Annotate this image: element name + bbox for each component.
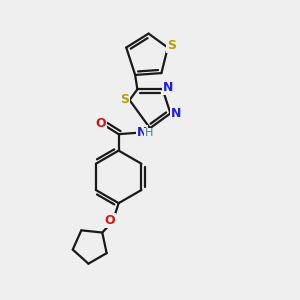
Text: S: S <box>167 39 176 52</box>
Text: O: O <box>104 214 115 227</box>
Text: N: N <box>171 107 182 120</box>
Text: N: N <box>136 126 147 139</box>
Text: O: O <box>96 117 106 130</box>
Text: N: N <box>163 81 173 94</box>
Text: S: S <box>120 93 129 106</box>
Text: H: H <box>145 128 153 138</box>
